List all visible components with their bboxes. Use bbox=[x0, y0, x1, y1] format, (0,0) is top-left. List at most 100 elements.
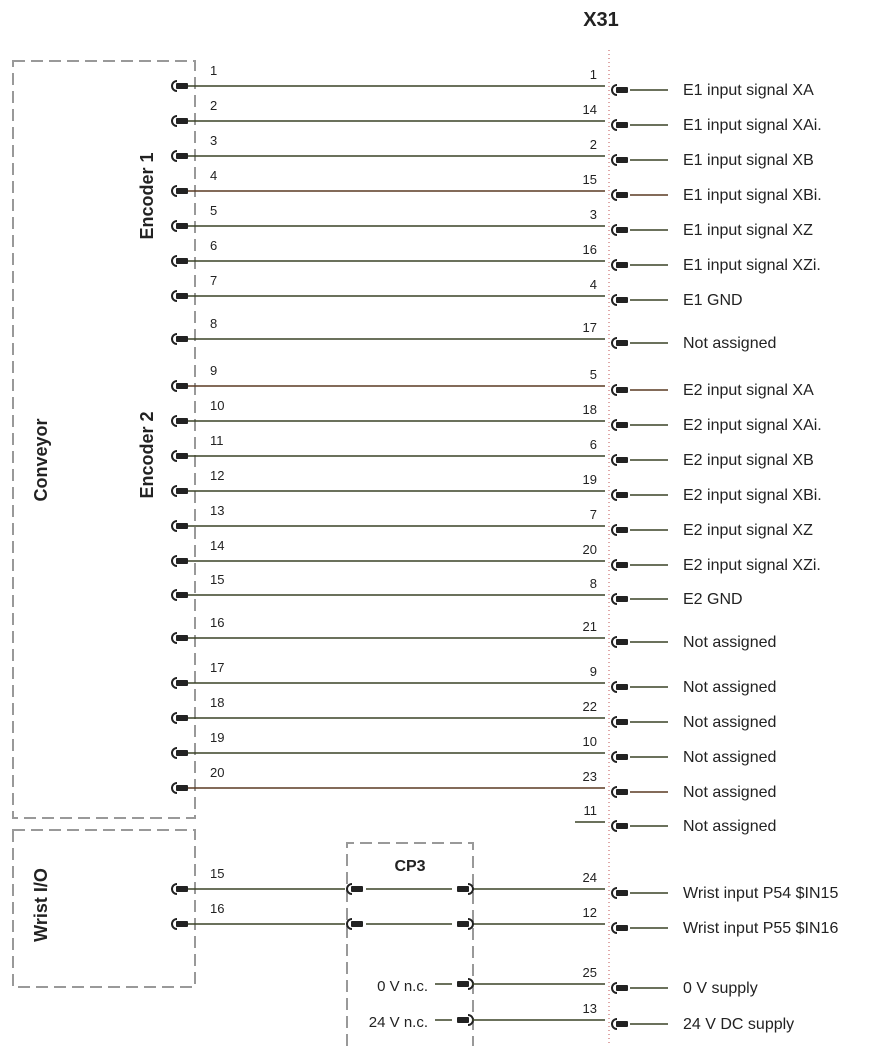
cp3-pin-icon bbox=[457, 978, 474, 990]
signal-label: E1 input signal XZi. bbox=[683, 257, 821, 274]
nc-source-label: 24 V n.c. bbox=[369, 1014, 428, 1031]
signal-label: 0 V supply bbox=[683, 980, 758, 997]
signal-label: Not assigned bbox=[683, 335, 776, 352]
left-pin-number: 1 bbox=[210, 63, 217, 78]
left-pin-number: 7 bbox=[210, 273, 217, 288]
left-pin-number: 15 bbox=[210, 866, 224, 881]
signal-label: E1 input signal XB bbox=[683, 152, 814, 169]
x31-socket-icon bbox=[611, 189, 628, 201]
signal-label: E1 input signal XBi. bbox=[683, 187, 822, 204]
x31-pin-number: 22 bbox=[583, 699, 597, 714]
cp3-pin-icon bbox=[457, 918, 474, 930]
wrist-io-label: Wrist I/O bbox=[31, 868, 51, 942]
x31-socket-icon bbox=[611, 820, 628, 832]
x31-pin-number: 5 bbox=[590, 367, 597, 382]
x31-socket-icon bbox=[611, 751, 628, 763]
left-pin-number: 15 bbox=[210, 572, 224, 587]
x31-pin-number: 6 bbox=[590, 437, 597, 452]
x31-pin-number: 24 bbox=[583, 870, 597, 885]
signal-label: Wrist input P55 $IN16 bbox=[683, 920, 838, 937]
left-plug-icon bbox=[171, 115, 188, 127]
x31-pin-number: 4 bbox=[590, 277, 597, 292]
x31-pin-number: 9 bbox=[590, 664, 597, 679]
left-plug-icon bbox=[171, 333, 188, 345]
left-pin-number: 3 bbox=[210, 133, 217, 148]
x31-pin-number: 23 bbox=[583, 769, 597, 784]
x31-socket-icon bbox=[611, 982, 628, 994]
x31-pin-number: 15 bbox=[583, 172, 597, 187]
left-plug-icon bbox=[171, 589, 188, 601]
signal-label: E2 input signal XZ bbox=[683, 522, 813, 539]
x31-socket-icon bbox=[611, 337, 628, 349]
x31-socket-icon bbox=[611, 524, 628, 536]
left-plug-icon bbox=[171, 632, 188, 644]
x31-pin-number: 20 bbox=[583, 542, 597, 557]
left-pin-number: 2 bbox=[210, 98, 217, 113]
x31-socket-icon bbox=[611, 489, 628, 501]
encoder1-label: Encoder 1 bbox=[137, 152, 157, 239]
signal-label: Not assigned bbox=[683, 784, 776, 801]
signal-label: Not assigned bbox=[683, 749, 776, 766]
nc-source-label: 0 V n.c. bbox=[377, 978, 428, 995]
left-plug-icon bbox=[171, 712, 188, 724]
left-plug-icon bbox=[171, 415, 188, 427]
signal-label: Not assigned bbox=[683, 714, 776, 731]
left-plug-icon bbox=[171, 80, 188, 92]
x31-socket-icon bbox=[611, 259, 628, 271]
connector-title: X31 bbox=[583, 9, 619, 31]
x31-socket-icon bbox=[611, 593, 628, 605]
x31-pin-number: 21 bbox=[583, 619, 597, 634]
x31-socket-icon bbox=[611, 154, 628, 166]
signal-label: Wrist input P54 $IN15 bbox=[683, 885, 838, 902]
left-plug-icon bbox=[171, 677, 188, 689]
cp3-group-box bbox=[346, 842, 474, 1046]
left-pin-number: 16 bbox=[210, 901, 224, 916]
cp3-pin-icon bbox=[457, 883, 474, 895]
wrist-io-group-box bbox=[12, 829, 196, 988]
signal-label: Not assigned bbox=[683, 634, 776, 651]
left-pin-number: 8 bbox=[210, 316, 217, 331]
left-pin-number: 10 bbox=[210, 398, 224, 413]
signal-label: E2 input signal XA bbox=[683, 382, 814, 399]
cp3-socket-icon bbox=[346, 883, 363, 895]
x31-socket-icon bbox=[611, 559, 628, 571]
x31-pin-number: 10 bbox=[583, 734, 597, 749]
x31-socket-icon bbox=[611, 84, 628, 96]
signal-label: E1 input signal XZ bbox=[683, 222, 813, 239]
left-plug-icon bbox=[171, 485, 188, 497]
x31-socket-icon bbox=[611, 384, 628, 396]
signal-label: 24 V DC supply bbox=[683, 1016, 794, 1033]
left-plug-icon bbox=[171, 450, 188, 462]
x31-socket-icon bbox=[611, 419, 628, 431]
encoder2-label: Encoder 2 bbox=[137, 411, 157, 498]
x31-socket-icon bbox=[611, 786, 628, 798]
x31-pin-number: 13 bbox=[583, 1001, 597, 1016]
signal-label: E1 input signal XA bbox=[683, 82, 814, 99]
left-pin-number: 13 bbox=[210, 503, 224, 518]
signal-label: E2 input signal XBi. bbox=[683, 487, 822, 504]
left-pin-number: 17 bbox=[210, 660, 224, 675]
x31-socket-icon bbox=[611, 119, 628, 131]
signal-label: E2 input signal XB bbox=[683, 452, 814, 469]
cp3-pin-icon bbox=[457, 1014, 474, 1026]
signal-label: E2 input signal XAi. bbox=[683, 417, 822, 434]
x31-socket-icon bbox=[611, 224, 628, 236]
cp3-socket-icon bbox=[346, 918, 363, 930]
x31-socket-icon bbox=[611, 454, 628, 466]
left-plug-icon bbox=[171, 782, 188, 794]
x31-pin-number: 25 bbox=[583, 965, 597, 980]
left-pin-number: 6 bbox=[210, 238, 217, 253]
left-plug-icon bbox=[171, 883, 188, 895]
x31-pin-number: 18 bbox=[583, 402, 597, 417]
x31-pin-number: 8 bbox=[590, 576, 597, 591]
x31-pin-number: 3 bbox=[590, 207, 597, 222]
signal-label: E2 input signal XZi. bbox=[683, 557, 821, 574]
x31-socket-icon bbox=[611, 887, 628, 899]
left-pin-number: 18 bbox=[210, 695, 224, 710]
x31-socket-icon bbox=[611, 636, 628, 648]
signal-label: E1 GND bbox=[683, 292, 743, 309]
left-plug-icon bbox=[171, 520, 188, 532]
left-plug-icon bbox=[171, 747, 188, 759]
left-plug-icon bbox=[171, 380, 188, 392]
